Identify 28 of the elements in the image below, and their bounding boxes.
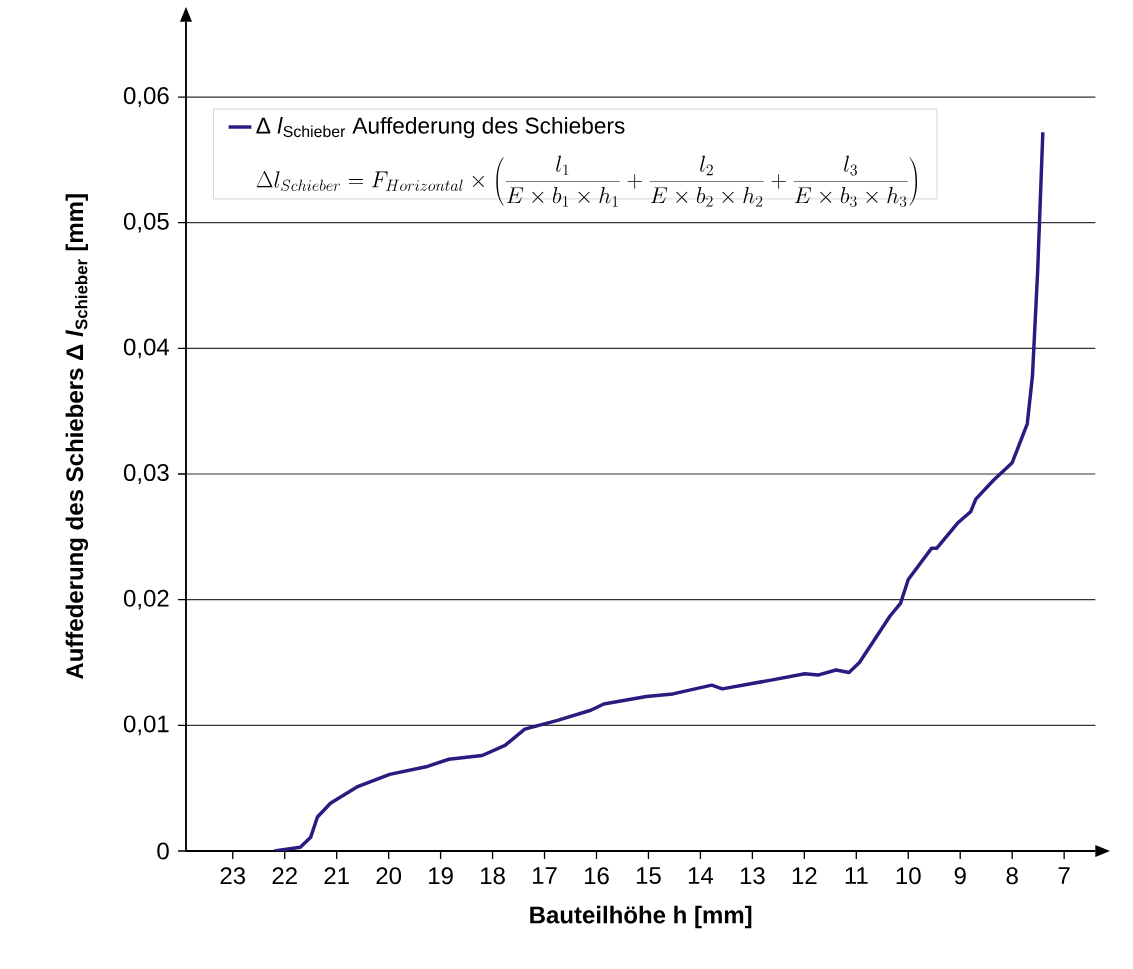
x-tick-label: 9 bbox=[954, 867, 966, 885]
x-tick-label: 7 bbox=[1058, 867, 1070, 884]
y-tick-label: 0,06 bbox=[123, 87, 169, 107]
x-tick-label: 11 bbox=[845, 867, 868, 884]
y-tick-label: 0,05 bbox=[123, 212, 169, 233]
x-tick-label: 12 bbox=[792, 867, 817, 885]
x-tick-label: 18 bbox=[481, 867, 505, 885]
y-tick-label: 0,03 bbox=[123, 464, 169, 484]
x-tick-label: 22 bbox=[272, 867, 297, 885]
y-tick-label: 0,01 bbox=[123, 715, 169, 736]
x-tick-label: 23 bbox=[220, 867, 246, 885]
x-tick-label: 13 bbox=[740, 867, 765, 885]
x-tick-label: 10 bbox=[896, 867, 921, 885]
y-tick-label: 0,04 bbox=[123, 338, 170, 359]
x-tick-label: 21 bbox=[324, 867, 349, 885]
x-tick-label: 14 bbox=[688, 867, 714, 884]
annotation: $\Delta l_{Schieber}=F_{Horizontal}\times\left(\frac{l_1}{E\times b_1\times h_1}+\frac{l_2}{E\times b_2\times h_2}+\frac{l_3}{E\times b_3\times h_3}\right)$ bbox=[256, 155, 917, 207]
x-tick-label: 16 bbox=[584, 867, 609, 885]
x-tick-label: 8 bbox=[1006, 867, 1018, 885]
y-axis-title: Auffederung des Schiebers Δ l$_{Schieber}$ [mm] bbox=[65, 194, 89, 680]
x-tick-label: 20 bbox=[376, 867, 402, 885]
y-tick-label: 0,02 bbox=[123, 589, 169, 610]
legend-label: Δ l$_{Schieber}$ Auffederung des Schiebers bbox=[256, 117, 625, 139]
y-tick-label: 0 bbox=[157, 842, 169, 860]
x-tick-label: 17 bbox=[533, 867, 557, 884]
x-axis-title: Bauteilhöhe h [mm] bbox=[530, 905, 752, 929]
x-tick-label: 15 bbox=[636, 867, 661, 884]
x-tick-label: 19 bbox=[429, 867, 453, 885]
